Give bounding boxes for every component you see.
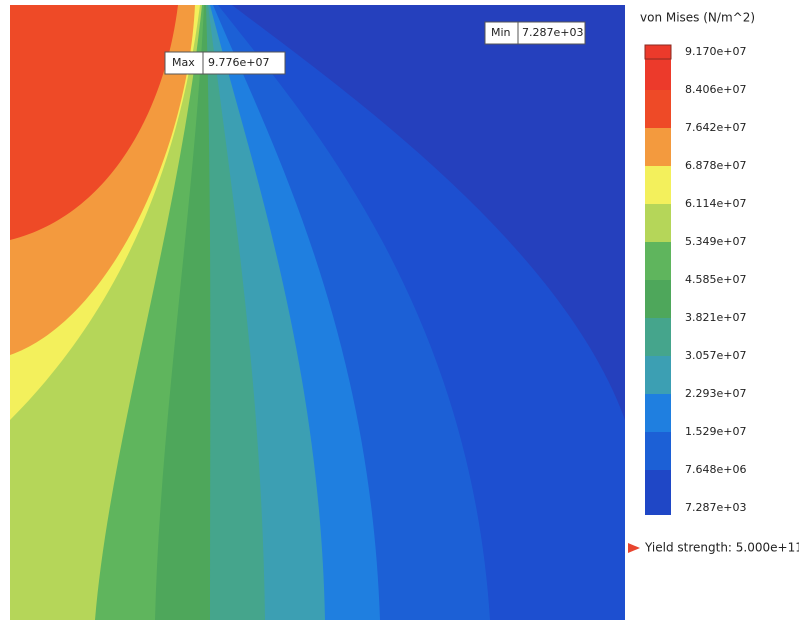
legend-band bbox=[645, 242, 671, 280]
probe-label: Min bbox=[491, 26, 511, 39]
legend-band bbox=[645, 166, 671, 204]
yield-strength: Yield strength: 5.000e+11 bbox=[644, 541, 799, 555]
legend-label: 7.287e+03 bbox=[685, 501, 746, 514]
legend-label: 7.648e+06 bbox=[685, 463, 746, 476]
legend-band bbox=[645, 204, 671, 242]
max-probe: Max 9.776e+07 bbox=[164, 51, 286, 75]
probe-value: 9.776e+07 bbox=[208, 56, 269, 69]
legend-band bbox=[645, 45, 671, 90]
legend-label: 6.878e+07 bbox=[685, 159, 746, 172]
legend-label: 4.585e+07 bbox=[685, 273, 746, 286]
legend-band bbox=[645, 128, 671, 166]
legend-label: 8.406e+07 bbox=[685, 83, 746, 96]
min-probe: Min 7.287e+03 bbox=[484, 21, 586, 45]
legend-title: von Mises (N/m^2) bbox=[640, 11, 755, 25]
legend-label: 9.170e+07 bbox=[685, 45, 746, 58]
legend-band bbox=[645, 356, 671, 394]
legend-label: 3.821e+07 bbox=[685, 311, 746, 324]
legend-band bbox=[645, 280, 671, 318]
probe-label: Max bbox=[172, 56, 195, 69]
contour-band bbox=[10, 5, 178, 240]
probe-value: 7.287e+03 bbox=[522, 26, 583, 39]
contour-plot bbox=[10, 5, 625, 620]
legend-label: 2.293e+07 bbox=[685, 387, 746, 400]
legend-band bbox=[645, 432, 671, 470]
legend-band bbox=[645, 318, 671, 356]
yield-marker bbox=[628, 543, 640, 553]
legend-label: 7.642e+07 bbox=[685, 121, 746, 134]
legend-label: 5.349e+07 bbox=[685, 235, 746, 248]
legend: 9.170e+07 8.406e+07 7.642e+07 6.878e+07 6.11… bbox=[644, 44, 746, 515]
legend-band bbox=[645, 90, 671, 128]
legend-label: 1.529e+07 bbox=[685, 425, 746, 438]
legend-band bbox=[645, 394, 671, 432]
legend-label: 3.057e+07 bbox=[685, 349, 746, 362]
legend-band bbox=[645, 470, 671, 515]
probe-box bbox=[164, 51, 286, 75]
legend-top-box bbox=[644, 44, 672, 60]
probe-box bbox=[484, 21, 586, 45]
legend-label: 6.114e+07 bbox=[685, 197, 746, 210]
